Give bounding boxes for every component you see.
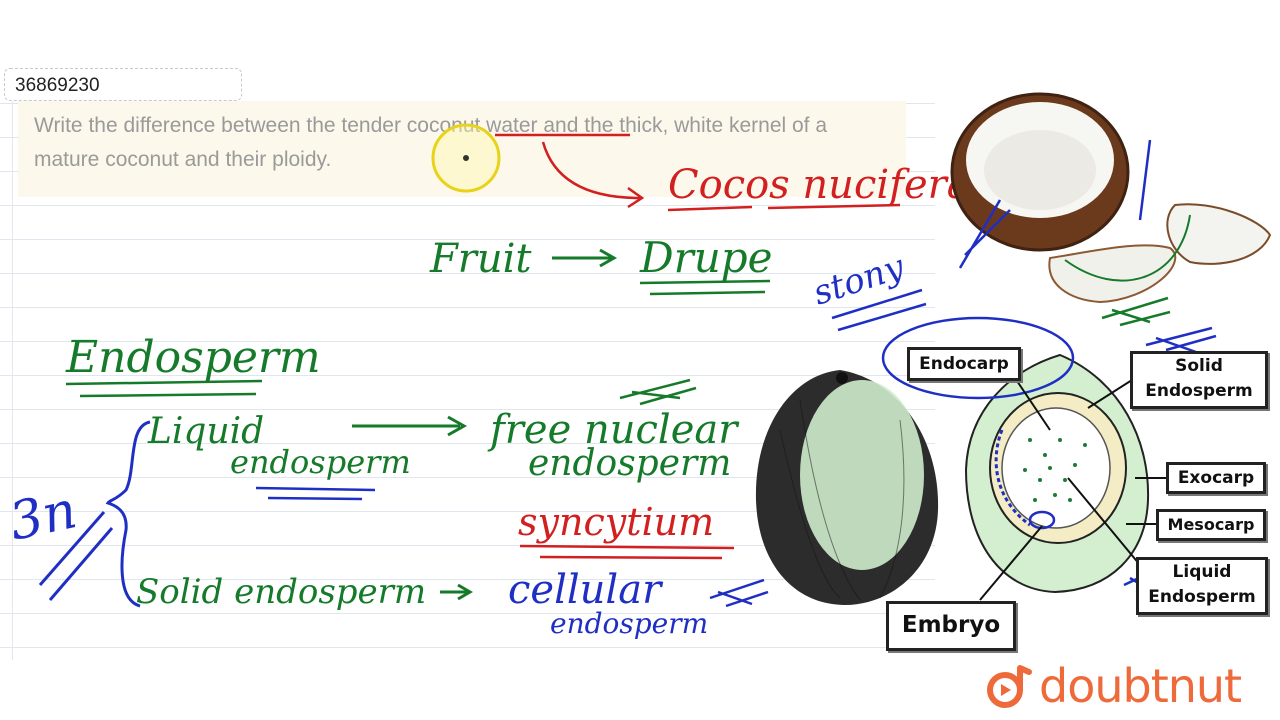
label-exocarp-text: Exocarp bbox=[1177, 468, 1255, 488]
notebook-margin-line bbox=[12, 70, 13, 660]
coconut-photo bbox=[950, 92, 1272, 327]
doubtnut-logo: doubtnut bbox=[985, 658, 1242, 714]
label-mesocarp: Mesocarp bbox=[1156, 509, 1266, 541]
label-liquid-line1: Liquid bbox=[1172, 562, 1232, 582]
label-liquid-line2: Endosperm bbox=[1148, 587, 1256, 607]
label-embryo-text: Embryo bbox=[901, 612, 1001, 638]
question-box: Write the difference between the tender … bbox=[18, 101, 906, 197]
tick-mark-solid bbox=[1145, 326, 1217, 354]
label-endocarp: Endocarp bbox=[907, 347, 1021, 381]
tick-mark-kernel bbox=[1101, 296, 1171, 327]
coconut-shell bbox=[952, 94, 1128, 250]
leader-endocarp bbox=[1014, 377, 1051, 431]
label-liquid-endosperm: Liquid Endosperm bbox=[1136, 557, 1268, 615]
question-id-badge: 36869230 bbox=[4, 68, 242, 101]
leader-solid-endosperm bbox=[1087, 379, 1133, 409]
leader-liquid-endosperm bbox=[1067, 477, 1141, 566]
label-endocarp-text: Endocarp bbox=[919, 354, 1009, 374]
label-solid-line2: Endosperm bbox=[1145, 381, 1253, 401]
doubtnut-logo-icon bbox=[987, 665, 1032, 708]
label-exocarp: Exocarp bbox=[1166, 462, 1266, 494]
label-solid-line1: Solid bbox=[1175, 356, 1223, 376]
leader-embryo bbox=[979, 525, 1043, 601]
label-solid-endosperm: Solid Endosperm bbox=[1130, 351, 1268, 409]
question-text: Write the difference between the tender … bbox=[34, 114, 828, 171]
question-id-text: 36869230 bbox=[15, 75, 100, 96]
doubtnut-logo-text: doubtnut bbox=[1039, 659, 1242, 713]
coconut-kernel bbox=[966, 102, 1114, 218]
label-mesocarp-text: Mesocarp bbox=[1167, 515, 1255, 534]
label-embryo: Embryo bbox=[886, 601, 1016, 651]
